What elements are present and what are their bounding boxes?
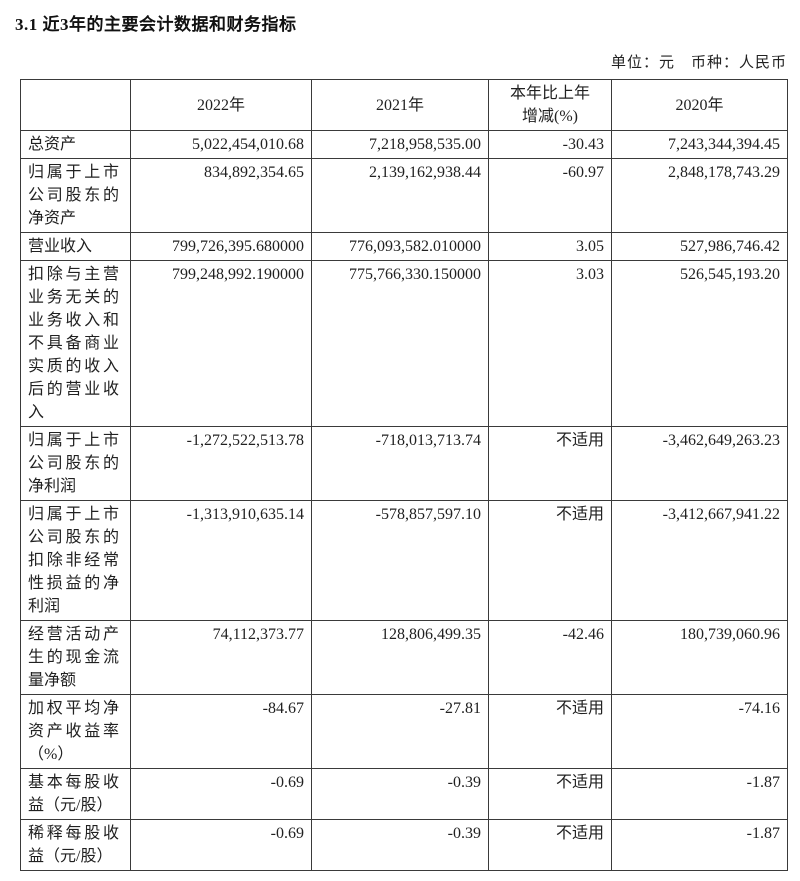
row-label: 经营活动产生的现金流量净额 bbox=[20, 620, 131, 695]
col-header-2020: 2020年 bbox=[611, 79, 788, 131]
value-2021: -0.39 bbox=[311, 819, 489, 871]
value-2020: 7,243,344,394.45 bbox=[611, 130, 788, 159]
value-2021: 128,806,499.35 bbox=[311, 620, 489, 695]
value-2022: -0.69 bbox=[130, 768, 312, 820]
table-row: 经营活动产生的现金流量净额 74,112,373.77 128,806,499.… bbox=[20, 620, 788, 695]
value-change: -30.43 bbox=[488, 130, 612, 159]
value-2020: -1.87 bbox=[611, 819, 788, 871]
table-row: 归属于上市公司股东的扣除非经常性损益的净利润 -1,313,910,635.14… bbox=[20, 500, 788, 621]
value-2021: 776,093,582.010000 bbox=[311, 232, 489, 261]
row-label: 稀释每股收益（元/股） bbox=[20, 819, 131, 871]
value-2021: 7,218,958,535.00 bbox=[311, 130, 489, 159]
value-2022: 5,022,454,010.68 bbox=[130, 130, 312, 159]
value-2022: -1,313,910,635.14 bbox=[130, 500, 312, 621]
value-2020: 527,986,746.42 bbox=[611, 232, 788, 261]
value-2020: -3,462,649,263.23 bbox=[611, 426, 788, 501]
value-change: 不适用 bbox=[488, 426, 612, 501]
section-title: 3.1 近3年的主要会计数据和财务指标 bbox=[15, 15, 297, 34]
table-row: 营业收入 799,726,395.680000 776,093,582.0100… bbox=[20, 232, 788, 261]
row-label: 基本每股收益（元/股） bbox=[20, 768, 131, 820]
value-2022: 799,248,992.190000 bbox=[130, 260, 312, 427]
value-2022: -1,272,522,513.78 bbox=[130, 426, 312, 501]
value-change: 3.03 bbox=[488, 260, 612, 427]
row-label: 营业收入 bbox=[20, 232, 131, 261]
unit-currency-note: 单位：元 币种：人民币 bbox=[610, 55, 787, 71]
value-2020: -1.87 bbox=[611, 768, 788, 820]
value-2021: -718,013,713.74 bbox=[311, 426, 489, 501]
header-row: 2022年 2021年 本年比上年 增减(%) 2020年 bbox=[20, 79, 788, 131]
table-row: 加权平均净资产收益率（%） -84.67 -27.81 不适用 -74.16 bbox=[20, 694, 788, 769]
table-row: 基本每股收益（元/股） -0.69 -0.39 不适用 -1.87 bbox=[20, 768, 788, 820]
value-2021: -578,857,597.10 bbox=[311, 500, 489, 621]
value-change: 3.05 bbox=[488, 232, 612, 261]
row-label: 归属于上市公司股东的净资产 bbox=[20, 158, 131, 233]
row-label: 归属于上市公司股东的净利润 bbox=[20, 426, 131, 501]
row-label: 总资产 bbox=[20, 130, 131, 159]
row-label: 扣除与主营业务无关的业务收入和不具备商业实质的收入后的营业收入 bbox=[20, 260, 131, 427]
value-change: 不适用 bbox=[488, 768, 612, 820]
value-2021: -0.39 bbox=[311, 768, 489, 820]
value-change: 不适用 bbox=[488, 819, 612, 871]
value-2022: 74,112,373.77 bbox=[130, 620, 312, 695]
value-2020: 2,848,178,743.29 bbox=[611, 158, 788, 233]
value-change: -60.97 bbox=[488, 158, 612, 233]
table-row: 稀释每股收益（元/股） -0.69 -0.39 不适用 -1.87 bbox=[20, 819, 788, 871]
row-label: 归属于上市公司股东的扣除非经常性损益的净利润 bbox=[20, 500, 131, 621]
financial-indicators-table: 2022年 2021年 本年比上年 增减(%) 2020年 总资产 5,022,… bbox=[20, 79, 788, 871]
col-header-2022: 2022年 bbox=[130, 79, 312, 131]
value-2022: 799,726,395.680000 bbox=[130, 232, 312, 261]
value-2020: 180,739,060.96 bbox=[611, 620, 788, 695]
value-change: 不适用 bbox=[488, 500, 612, 621]
col-header-indicator bbox=[20, 79, 131, 131]
value-change: -42.46 bbox=[488, 620, 612, 695]
value-2020: -3,412,667,941.22 bbox=[611, 500, 788, 621]
value-change: 不适用 bbox=[488, 694, 612, 769]
value-2021: 2,139,162,938.44 bbox=[311, 158, 489, 233]
value-2022: 834,892,354.65 bbox=[130, 158, 312, 233]
value-2021: -27.81 bbox=[311, 694, 489, 769]
value-2020: 526,545,193.20 bbox=[611, 260, 788, 427]
col-header-change: 本年比上年 增减(%) bbox=[488, 79, 612, 131]
table-row: 扣除与主营业务无关的业务收入和不具备商业实质的收入后的营业收入 799,248,… bbox=[20, 260, 788, 427]
value-2020: -74.16 bbox=[611, 694, 788, 769]
value-2021: 775,766,330.150000 bbox=[311, 260, 489, 427]
table-row: 归属于上市公司股东的净利润 -1,272,522,513.78 -718,013… bbox=[20, 426, 788, 501]
row-label: 加权平均净资产收益率（%） bbox=[20, 694, 131, 769]
table-row: 总资产 5,022,454,010.68 7,218,958,535.00 -3… bbox=[20, 130, 788, 159]
value-2022: -0.69 bbox=[130, 819, 312, 871]
col-header-2021: 2021年 bbox=[311, 79, 489, 131]
value-2022: -84.67 bbox=[130, 694, 312, 769]
table-row: 归属于上市公司股东的净资产 834,892,354.65 2,139,162,9… bbox=[20, 158, 788, 233]
